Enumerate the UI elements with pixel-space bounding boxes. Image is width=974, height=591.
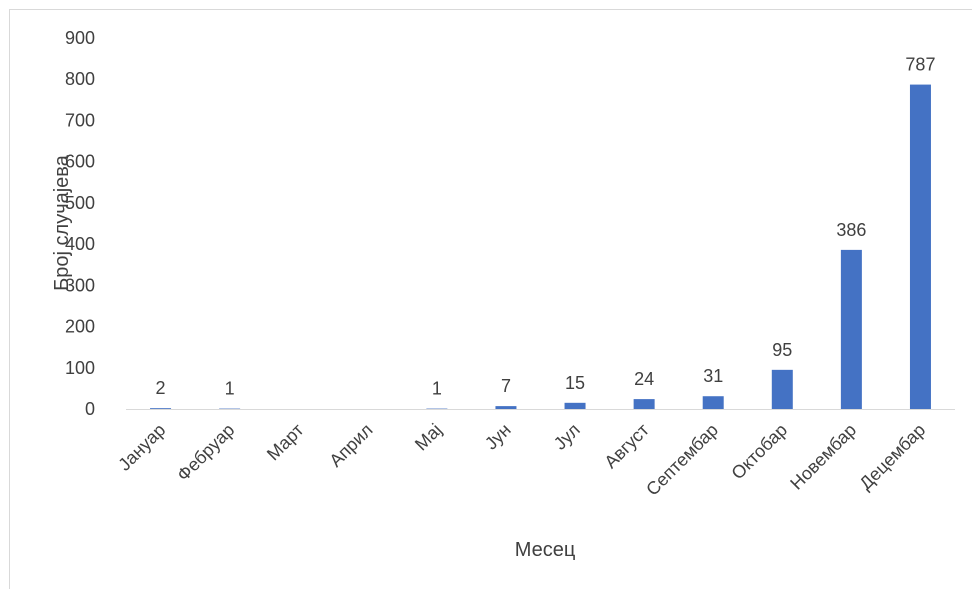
data-label: 7: [501, 376, 511, 396]
x-tick-label: Април: [325, 420, 376, 471]
y-tick-label: 700: [65, 110, 95, 130]
data-label: 1: [432, 379, 442, 399]
y-tick-label: 400: [65, 234, 95, 254]
y-tick-label: 0: [85, 399, 95, 419]
y-tick-label: 100: [65, 358, 95, 378]
bar: [150, 408, 172, 409]
x-tick-label: Децембар: [855, 420, 929, 494]
y-axis-title: Број случајева: [51, 154, 73, 291]
data-label: 31: [703, 366, 723, 386]
x-tick-label: Новембар: [786, 420, 860, 494]
x-tick-label: Јун: [481, 420, 515, 454]
data-label: 15: [565, 373, 585, 393]
x-axis-tick-labels: Јануар Фебруар Март Април Мај Јун Јул АвгустСеп…: [114, 420, 929, 500]
bars: [150, 84, 931, 409]
y-tick-label: 500: [65, 193, 95, 213]
data-label: 95: [772, 340, 792, 360]
x-tick-label: Јануар: [114, 420, 169, 475]
x-tick-label: Фебруар: [173, 420, 238, 485]
bar: [702, 396, 724, 409]
y-tick-label: 300: [65, 275, 95, 295]
data-label: 787: [905, 55, 935, 75]
bar: [495, 406, 517, 409]
bar: [564, 402, 586, 409]
x-tick-label: Март: [263, 420, 308, 465]
data-label: 24: [634, 369, 654, 389]
chart-area: [9, 9, 972, 589]
data-label: 386: [836, 220, 866, 240]
y-tick-label: 900: [65, 28, 95, 48]
bar: [633, 399, 655, 409]
y-tick-label: 800: [65, 69, 95, 89]
x-tick-label: Октобар: [727, 420, 791, 484]
bar: [840, 249, 862, 409]
x-tick-label: Јул: [550, 420, 584, 454]
bar: [771, 369, 793, 409]
y-tick-label: 600: [65, 152, 95, 172]
bar: [909, 84, 931, 409]
data-labels: 2 1 1 7 15 24 31 95 386 787: [156, 55, 936, 399]
x-axis-title: Месец: [515, 539, 576, 561]
data-label: 2: [156, 378, 166, 398]
x-tick-label: Мај: [411, 420, 446, 455]
y-tick-label: 200: [65, 317, 95, 337]
data-label: 1: [225, 379, 235, 399]
y-axis-tick-labels: 0 100 200 300 400 500 600 700 800 900: [65, 28, 95, 419]
x-tick-label: Септембар: [642, 420, 722, 500]
x-tick-label: Август: [600, 420, 652, 472]
